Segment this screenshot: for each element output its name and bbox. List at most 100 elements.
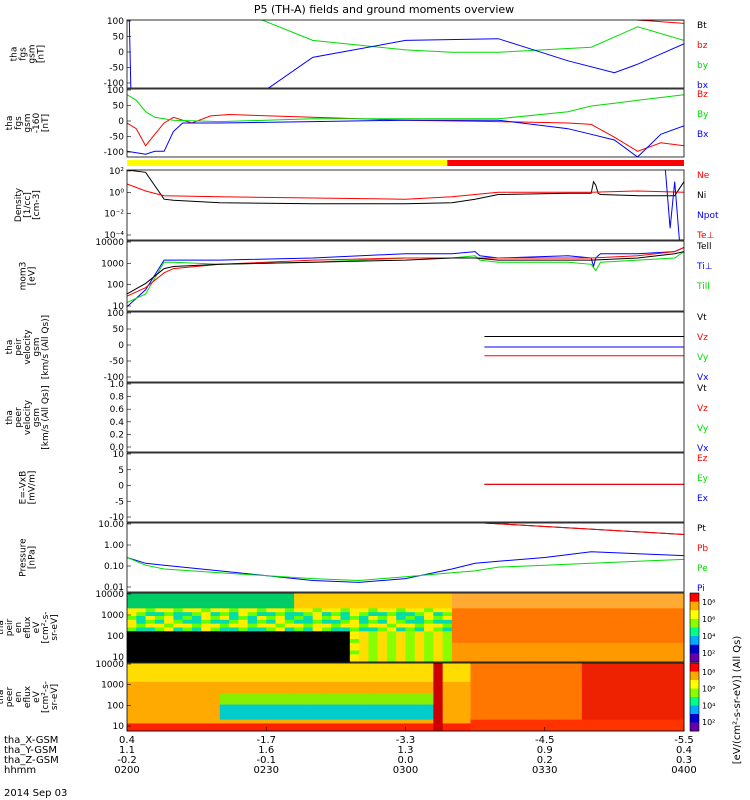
spectrogram-cell	[535, 654, 546, 659]
spectrogram-cell	[591, 635, 601, 640]
spectrogram-cell	[191, 666, 202, 672]
spectrogram-cell	[386, 616, 397, 621]
spectrogram-cell	[173, 663, 184, 668]
spectrogram-cell	[173, 646, 184, 651]
spectrogram-cell	[275, 697, 286, 702]
spectrogram-cell	[498, 623, 509, 628]
spectrogram-cell	[321, 663, 332, 668]
spectrogram-cell	[127, 689, 137, 694]
spectrogram-cell	[164, 631, 174, 636]
spectrogram-cell	[210, 689, 221, 694]
spectrogram-cell	[489, 727, 499, 732]
spectrogram-cell	[275, 708, 286, 713]
spectrogram-cell	[526, 689, 536, 694]
spectrogram-cell	[461, 642, 471, 648]
spectrogram-cell	[451, 639, 462, 644]
spectrogram-cell	[154, 681, 165, 687]
spectrogram-cell	[145, 689, 156, 694]
y-tick-label: 0.4	[110, 418, 125, 428]
spectrogram-cell	[526, 593, 536, 598]
spectrogram-cell	[591, 604, 601, 609]
spectrogram-cell	[591, 727, 601, 732]
spectrogram-cell	[600, 674, 611, 679]
spectrogram-cell	[247, 685, 258, 690]
spectrogram-cell	[284, 642, 295, 648]
spectrogram-cell	[544, 646, 555, 651]
spectrogram-cell	[275, 670, 286, 675]
spectrogram-cell	[609, 663, 620, 668]
spectrogram-cell	[359, 619, 369, 625]
spectrogram-cell	[349, 646, 360, 651]
spectrogram-cell	[396, 623, 406, 628]
spectrogram-cell	[247, 654, 258, 659]
spectrogram-cell	[238, 708, 249, 713]
spectrogram-cell	[219, 608, 230, 613]
spectrogram-cell	[405, 700, 416, 706]
spectrogram-cell	[256, 639, 267, 644]
y-axis-label: -160	[32, 113, 42, 134]
legend-entry: Vz	[697, 404, 708, 414]
spectrogram-cell	[284, 658, 295, 663]
spectrogram-cell	[275, 658, 286, 663]
spectrogram-cell	[591, 623, 601, 628]
spectrogram-cell	[581, 670, 592, 675]
spectrogram-cell	[442, 674, 453, 679]
spectrogram-cell	[609, 654, 620, 659]
spectrogram-cell	[191, 700, 202, 706]
spectrogram-cell	[516, 693, 527, 698]
spectrogram-cell	[359, 663, 369, 668]
spectrogram-cell	[377, 623, 388, 628]
spectrogram-cell	[284, 596, 295, 602]
spectrogram-cell	[609, 623, 620, 628]
spectrogram-cell	[136, 631, 147, 636]
spectrogram-cell	[442, 700, 453, 706]
x-tick-label: 1.3	[398, 745, 414, 756]
spectrogram-cell	[173, 719, 184, 724]
spectrogram-cell	[145, 593, 156, 598]
spectrogram-cell	[275, 650, 286, 655]
spectrogram-cell	[359, 727, 369, 732]
spectrogram-cell	[665, 697, 676, 702]
spectrogram-cell	[359, 681, 369, 687]
spectrogram-cell	[191, 712, 202, 717]
spectrogram-cell	[340, 700, 351, 706]
spectrogram-cell	[396, 663, 406, 668]
spectrogram-cell	[154, 619, 165, 625]
spectrogram-cell	[275, 685, 286, 690]
spectrogram-cell	[646, 678, 657, 683]
spectrogram-cell	[646, 708, 657, 713]
spectrogram-cell	[451, 631, 462, 636]
spectrogram-cell	[256, 689, 267, 694]
spectrogram-cell	[442, 642, 453, 648]
spectrogram-cell	[572, 708, 583, 713]
spectrogram-cell	[359, 708, 369, 713]
spectrogram-cell	[275, 600, 286, 605]
y-tick-label: 0.10	[104, 562, 124, 572]
spectrogram-cell	[154, 727, 165, 732]
spectrogram-cell	[674, 700, 685, 706]
spectrogram-cell	[479, 723, 490, 728]
spectrogram-cell	[405, 627, 416, 632]
spectrogram-cell	[591, 674, 601, 679]
spectrogram-cell	[619, 612, 629, 617]
spectrogram-cell	[581, 685, 592, 690]
spectrogram-cell	[498, 712, 509, 717]
spectrogram-cell	[656, 635, 666, 640]
spectrogram-cell	[516, 639, 527, 644]
spectrogram-cell	[266, 670, 277, 675]
spectrogram-cell	[210, 727, 221, 732]
spectrogram-cell	[294, 619, 304, 625]
legend-entry: Till	[696, 282, 710, 292]
spectrogram-cell	[526, 719, 536, 724]
spectrogram-cell	[414, 678, 425, 683]
spectrogram-cell	[600, 646, 611, 651]
spectrogram-cell	[191, 708, 202, 713]
spectrogram-cell	[516, 608, 527, 613]
spectrogram-cell	[275, 593, 286, 598]
spectrogram-cell	[498, 723, 509, 728]
spectrogram-cell	[470, 627, 481, 632]
spectrogram-cell	[600, 666, 611, 672]
spectrogram-cell	[256, 712, 267, 717]
spectrogram-cell	[294, 704, 304, 709]
spectrogram-cell	[201, 642, 212, 648]
